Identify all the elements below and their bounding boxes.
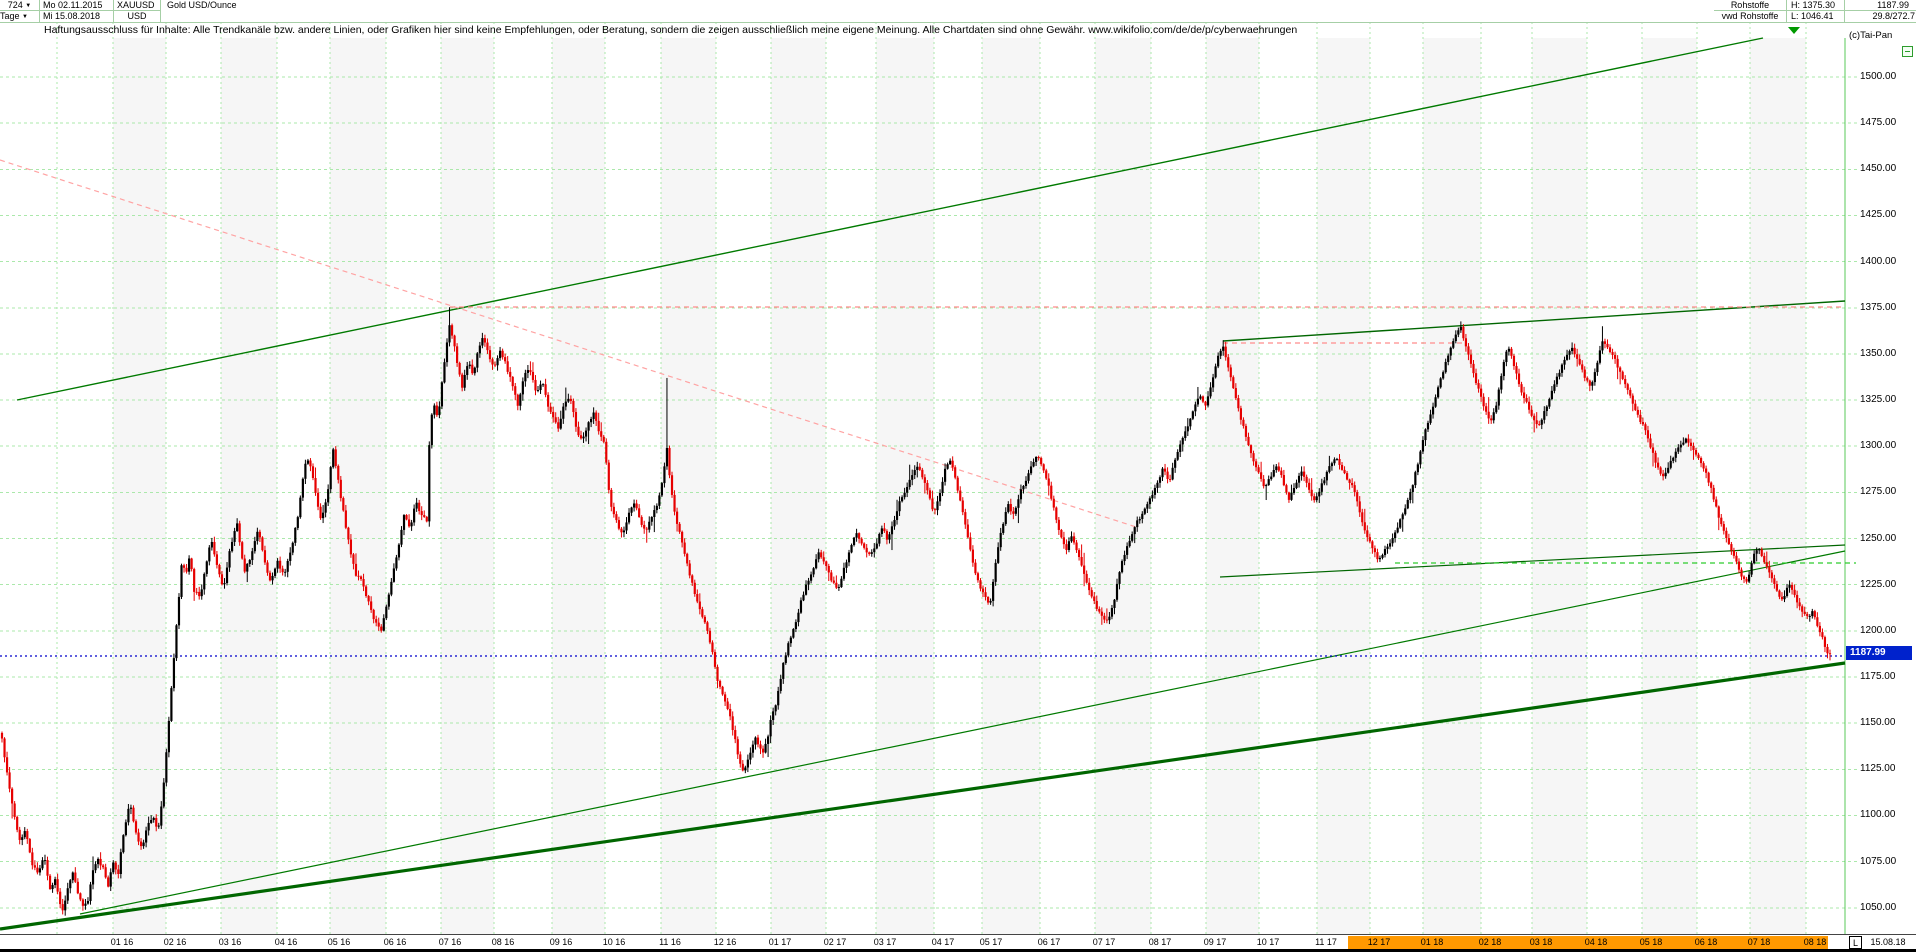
y-axis-label: 1200.00 [1860,625,1912,637]
x-axis-label: 08 16 [483,936,523,949]
y-axis-label: 1300.00 [1860,440,1912,452]
last-date-label: 15.08.18 [1864,936,1912,949]
copyright-label: (c)Tai-Pan [1849,30,1892,41]
last-bar-marker: L [1849,936,1862,949]
y-axis-label: 1400.00 [1860,256,1912,268]
x-axis-label: 02 16 [155,936,195,949]
y-axis-label: 1475.00 [1860,117,1912,129]
month-shading [113,38,1806,934]
period-dropdown[interactable]: Tage ▼ [0,11,40,22]
x-axis-label: 04 17 [923,936,963,949]
x-axis-label: 07 18 [1739,936,1779,949]
x-axis-label: 06 18 [1686,936,1726,949]
chevron-down-icon: ▼ [25,3,31,9]
x-axis-label: 02 17 [815,936,855,949]
y-axis-label: 1325.00 [1860,394,1912,406]
currency-cell: USD [114,11,161,22]
date-to: Mi 15.08.2018 [40,11,114,22]
instrument-title: Gold USD/Ounce [161,0,281,11]
x-axis-label: 03 17 [865,936,905,949]
y-axis-label: 1450.00 [1860,163,1912,175]
y-axis-label: 1225.00 [1860,579,1912,591]
y-axis-label: 1125.00 [1860,763,1912,775]
y-axis-label: 1175.00 [1860,671,1912,683]
disclaimer-text: Haftungsausschluss für Inhalte: Alle Tre… [44,24,1297,36]
x-axis-label: 05 18 [1631,936,1671,949]
x-axis-label: 03 16 [210,936,250,949]
chart-window: { "header": { "left": { "bars_count": "7… [0,0,1916,952]
low-value: L: 1046.41 [1787,11,1845,22]
x-axis-label: 05 16 [319,936,359,949]
marker-triangle-icon [1788,27,1800,34]
range-info-cell: 29.8/272.7 [1845,11,1916,22]
x-axis-label: 07 17 [1084,936,1124,949]
x-axis-label: 09 17 [1195,936,1235,949]
x-axis-label: 10 17 [1248,936,1288,949]
price-chart [0,0,1916,952]
x-axis-label: 11 16 [650,936,690,949]
collapse-button[interactable] [1902,46,1913,57]
y-axis-label: 1375.00 [1860,302,1912,314]
x-axis-label: 10 16 [594,936,634,949]
category-cell: Rohstoffe [1714,0,1787,11]
x-axis-label: 07 16 [430,936,470,949]
date-from: Mo 02.11.2015 [40,0,114,11]
y-axis-label: 1075.00 [1860,856,1912,868]
x-axis-label: 01 17 [760,936,800,949]
y-axis-label: 1350.00 [1860,348,1912,360]
header-divider [0,22,1916,23]
x-axis-label: 08 17 [1140,936,1180,949]
source-cell: vwd Rohstoffe [1714,11,1787,22]
chevron-down-icon: ▼ [22,14,28,20]
x-axis-label: 05 17 [971,936,1011,949]
x-axis-label: 09 16 [541,936,581,949]
bars-count-dropdown[interactable]: 724 ▼ [0,0,40,11]
y-axis-label: 1050.00 [1860,902,1912,914]
last-price-tag: 1187.99 [1846,646,1912,660]
collapse-icon [1905,51,1910,52]
high-value: H: 1375.30 [1787,0,1845,11]
x-axis-label: 03 18 [1521,936,1561,949]
x-axis-label: 01 16 [102,936,142,949]
x-axis-label: 12 17 [1359,936,1399,949]
y-axis-label: 1150.00 [1860,717,1912,729]
x-axis-label: 08 18 [1795,936,1835,949]
symbol-cell: XAUUSD [114,0,161,11]
x-axis-label: 04 18 [1576,936,1616,949]
y-axis-label: 1425.00 [1860,209,1912,221]
x-axis-label: 12 16 [705,936,745,949]
x-axis-label: 11 17 [1306,936,1346,949]
y-axis-label: 1100.00 [1860,809,1912,821]
y-axis-label: 1275.00 [1860,486,1912,498]
x-axis-label: 06 17 [1029,936,1069,949]
x-axis-label: 04 16 [266,936,306,949]
x-axis-label: 01 18 [1412,936,1452,949]
x-axis-top-border [0,934,1916,935]
y-axis-label: 1500.00 [1860,71,1912,83]
x-axis-label: 06 16 [375,936,415,949]
x-axis-label: 02 18 [1470,936,1510,949]
y-axis-label: 1250.00 [1860,533,1912,545]
last-price-cell: 1187.99 [1845,0,1916,11]
